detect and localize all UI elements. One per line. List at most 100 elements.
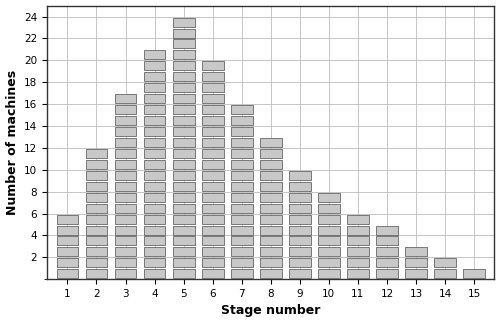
FancyBboxPatch shape (144, 236, 166, 245)
FancyBboxPatch shape (172, 138, 195, 147)
FancyBboxPatch shape (231, 214, 252, 224)
FancyBboxPatch shape (172, 127, 195, 136)
FancyBboxPatch shape (260, 203, 281, 213)
FancyBboxPatch shape (172, 83, 195, 92)
FancyBboxPatch shape (260, 171, 281, 180)
FancyBboxPatch shape (86, 149, 108, 158)
FancyBboxPatch shape (144, 182, 166, 191)
FancyBboxPatch shape (144, 258, 166, 267)
FancyBboxPatch shape (289, 182, 310, 191)
FancyBboxPatch shape (202, 203, 224, 213)
FancyBboxPatch shape (260, 214, 281, 224)
FancyBboxPatch shape (144, 105, 166, 114)
FancyBboxPatch shape (202, 116, 224, 125)
FancyBboxPatch shape (172, 203, 195, 213)
FancyBboxPatch shape (347, 258, 369, 267)
FancyBboxPatch shape (434, 269, 456, 278)
FancyBboxPatch shape (172, 28, 195, 37)
FancyBboxPatch shape (144, 214, 166, 224)
FancyBboxPatch shape (86, 171, 108, 180)
FancyBboxPatch shape (144, 171, 166, 180)
FancyBboxPatch shape (202, 182, 224, 191)
FancyBboxPatch shape (56, 225, 78, 234)
FancyBboxPatch shape (144, 193, 166, 202)
FancyBboxPatch shape (172, 258, 195, 267)
FancyBboxPatch shape (86, 258, 108, 267)
FancyBboxPatch shape (347, 225, 369, 234)
FancyBboxPatch shape (144, 94, 166, 103)
FancyBboxPatch shape (463, 269, 485, 278)
Y-axis label: Number of machines: Number of machines (6, 70, 18, 215)
FancyBboxPatch shape (405, 269, 427, 278)
FancyBboxPatch shape (86, 203, 108, 213)
FancyBboxPatch shape (260, 247, 281, 256)
FancyBboxPatch shape (144, 269, 166, 278)
FancyBboxPatch shape (231, 247, 252, 256)
FancyBboxPatch shape (318, 203, 340, 213)
FancyBboxPatch shape (202, 236, 224, 245)
FancyBboxPatch shape (318, 269, 340, 278)
FancyBboxPatch shape (289, 269, 310, 278)
FancyBboxPatch shape (289, 247, 310, 256)
FancyBboxPatch shape (114, 247, 136, 256)
FancyBboxPatch shape (56, 269, 78, 278)
FancyBboxPatch shape (114, 149, 136, 158)
FancyBboxPatch shape (231, 203, 252, 213)
FancyBboxPatch shape (376, 269, 398, 278)
FancyBboxPatch shape (114, 193, 136, 202)
FancyBboxPatch shape (202, 193, 224, 202)
FancyBboxPatch shape (202, 269, 224, 278)
FancyBboxPatch shape (260, 149, 281, 158)
FancyBboxPatch shape (144, 225, 166, 234)
FancyBboxPatch shape (86, 269, 108, 278)
FancyBboxPatch shape (172, 193, 195, 202)
FancyBboxPatch shape (434, 258, 456, 267)
FancyBboxPatch shape (202, 105, 224, 114)
FancyBboxPatch shape (260, 225, 281, 234)
FancyBboxPatch shape (318, 236, 340, 245)
FancyBboxPatch shape (114, 105, 136, 114)
FancyBboxPatch shape (144, 203, 166, 213)
FancyBboxPatch shape (86, 225, 108, 234)
FancyBboxPatch shape (172, 247, 195, 256)
FancyBboxPatch shape (114, 138, 136, 147)
FancyBboxPatch shape (114, 203, 136, 213)
FancyBboxPatch shape (347, 236, 369, 245)
FancyBboxPatch shape (405, 258, 427, 267)
FancyBboxPatch shape (114, 182, 136, 191)
FancyBboxPatch shape (318, 225, 340, 234)
FancyBboxPatch shape (260, 236, 281, 245)
FancyBboxPatch shape (144, 83, 166, 92)
FancyBboxPatch shape (231, 258, 252, 267)
FancyBboxPatch shape (347, 247, 369, 256)
FancyBboxPatch shape (202, 225, 224, 234)
FancyBboxPatch shape (231, 149, 252, 158)
FancyBboxPatch shape (202, 247, 224, 256)
FancyBboxPatch shape (376, 247, 398, 256)
FancyBboxPatch shape (114, 269, 136, 278)
FancyBboxPatch shape (86, 214, 108, 224)
X-axis label: Stage number: Stage number (221, 305, 320, 318)
FancyBboxPatch shape (289, 193, 310, 202)
FancyBboxPatch shape (376, 236, 398, 245)
FancyBboxPatch shape (202, 214, 224, 224)
FancyBboxPatch shape (289, 171, 310, 180)
FancyBboxPatch shape (172, 94, 195, 103)
FancyBboxPatch shape (144, 160, 166, 169)
FancyBboxPatch shape (202, 61, 224, 70)
FancyBboxPatch shape (172, 72, 195, 81)
FancyBboxPatch shape (56, 258, 78, 267)
FancyBboxPatch shape (260, 182, 281, 191)
FancyBboxPatch shape (376, 225, 398, 234)
FancyBboxPatch shape (231, 182, 252, 191)
FancyBboxPatch shape (144, 116, 166, 125)
FancyBboxPatch shape (289, 214, 310, 224)
FancyBboxPatch shape (202, 258, 224, 267)
FancyBboxPatch shape (202, 127, 224, 136)
FancyBboxPatch shape (144, 127, 166, 136)
FancyBboxPatch shape (114, 127, 136, 136)
FancyBboxPatch shape (86, 247, 108, 256)
FancyBboxPatch shape (202, 72, 224, 81)
FancyBboxPatch shape (202, 160, 224, 169)
FancyBboxPatch shape (318, 258, 340, 267)
